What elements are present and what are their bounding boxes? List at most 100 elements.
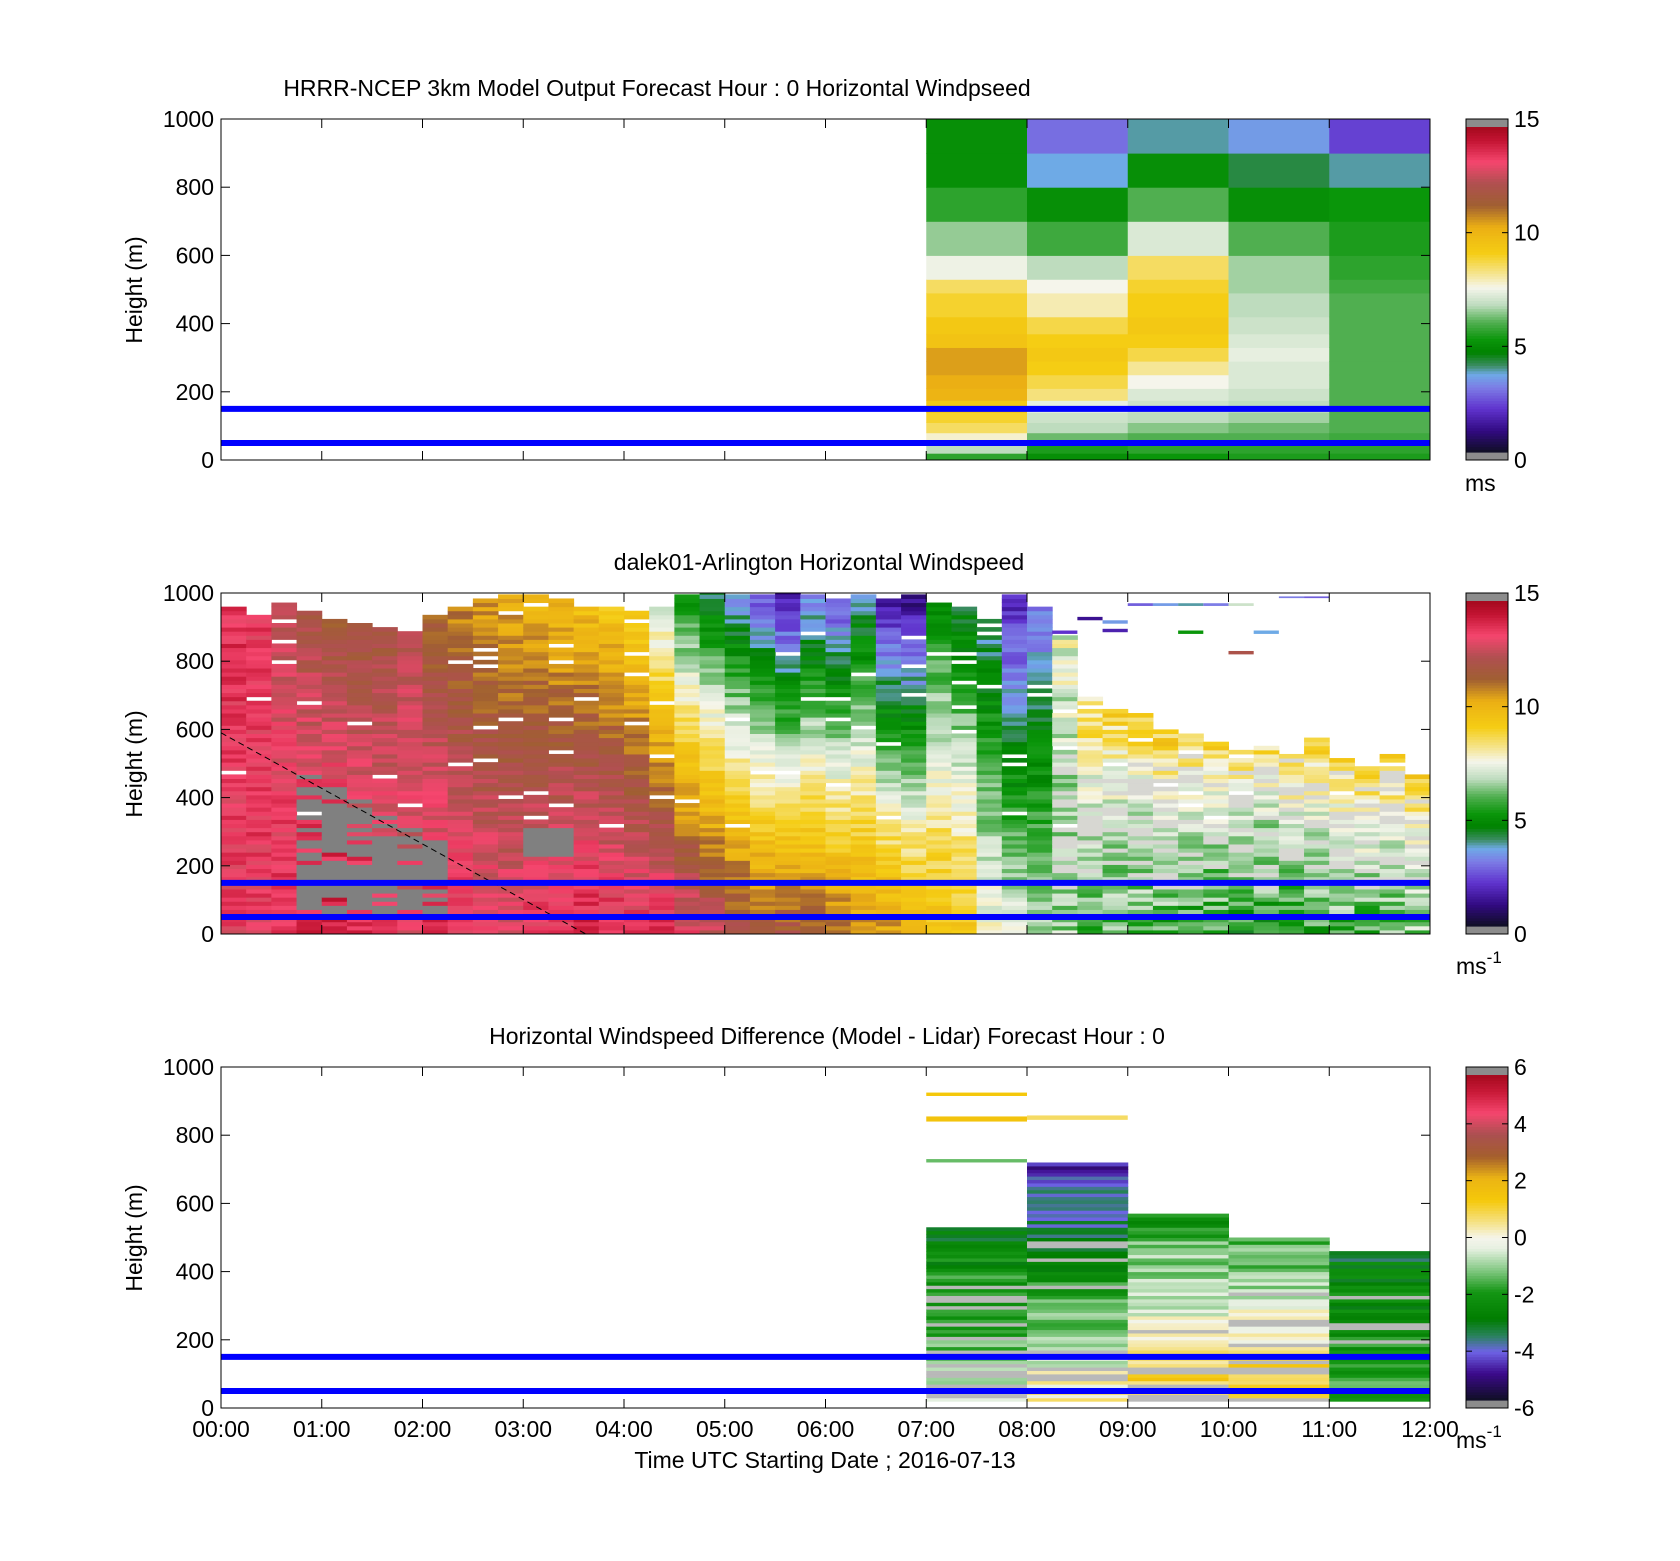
colorbar-swatch [1466, 1104, 1508, 1109]
heatmap-cell [1329, 839, 1355, 845]
heatmap-cell [548, 897, 575, 902]
heatmap-cell [573, 753, 600, 759]
heatmap-cell [674, 925, 701, 931]
colorbar-swatch [1466, 833, 1508, 838]
colorbar-swatch [1466, 1121, 1508, 1125]
heatmap-cell [573, 909, 600, 915]
heatmap-cell [296, 860, 323, 865]
heatmap-cell [1278, 794, 1305, 800]
heatmap-cell [1178, 893, 1204, 898]
heatmap-cell [397, 708, 423, 714]
heatmap-cell [674, 623, 701, 628]
heatmap-cell [498, 782, 524, 788]
heatmap-cell [246, 704, 272, 710]
heatmap-cell [1027, 1281, 1129, 1286]
colorbar-swatch [1466, 722, 1508, 727]
heatmap-cell [901, 676, 927, 681]
heatmap-cell [951, 786, 978, 792]
heatmap-cell [397, 823, 423, 829]
heatmap-cell [221, 893, 247, 898]
heatmap-cell [321, 864, 348, 870]
heatmap-cell [1379, 774, 1406, 780]
heatmap-cell [875, 627, 902, 632]
heatmap-cell [649, 721, 675, 726]
heatmap-cell [699, 639, 726, 644]
heatmap-cell [598, 700, 625, 706]
heatmap-cell [1329, 361, 1430, 376]
heatmap-cell [850, 610, 877, 616]
heatmap-cell [825, 823, 852, 829]
heatmap-cell [246, 925, 272, 931]
heatmap-cell [598, 741, 625, 747]
heatmap-cell [422, 864, 449, 870]
heatmap-cell [472, 766, 499, 771]
heatmap-cell [624, 684, 650, 689]
heatmap-cell [346, 872, 373, 878]
heatmap-cell [649, 659, 675, 665]
heatmap-cell [548, 778, 575, 784]
heatmap-cell [800, 803, 826, 808]
heatmap-cell [674, 684, 701, 689]
heatmap-cell [1329, 432, 1430, 444]
heatmap-cell [875, 610, 902, 616]
heatmap-cell [926, 888, 952, 894]
colorbar-swatch [1466, 844, 1508, 849]
heatmap-cell [1253, 884, 1280, 890]
heatmap-cell [1304, 782, 1330, 788]
colorbar-swatch [1466, 1229, 1508, 1233]
heatmap-cell [1052, 684, 1078, 689]
heatmap-cell [422, 897, 449, 902]
heatmap-cell [1178, 872, 1204, 878]
heatmap-cell [372, 733, 398, 739]
heatmap-cell [523, 782, 549, 788]
heatmap-cell [372, 925, 398, 931]
heatmap-cell [1102, 774, 1129, 780]
heatmap-cell [447, 758, 474, 763]
colorbar-swatch [1466, 419, 1508, 423]
heatmap-cell [296, 655, 323, 661]
heatmap-cell [951, 741, 978, 747]
heatmap-cell [346, 856, 373, 861]
heatmap-cell [699, 803, 726, 808]
heatmap-cell [926, 614, 952, 620]
heatmap-cell [598, 909, 625, 915]
colorbar-swatch [1466, 1140, 1508, 1144]
heatmap-cell [775, 704, 801, 710]
heatmap-cell [724, 713, 751, 718]
heatmap-cell [1329, 864, 1355, 870]
heatmap-cell [1127, 1397, 1229, 1402]
heatmap-cell [372, 753, 398, 759]
heatmap-cell [926, 1257, 1028, 1262]
heatmap-cell [649, 868, 675, 874]
heatmap-cell [926, 659, 952, 665]
heatmap-cell [1027, 187, 1129, 222]
heatmap-cell [1027, 1189, 1129, 1194]
heatmap-cell [1077, 741, 1104, 747]
heatmap-cell [825, 831, 852, 837]
colorbar-swatch [1466, 798, 1508, 803]
heatmap-cell [976, 790, 1003, 796]
heatmap-cell [472, 921, 499, 927]
heatmap-cell [246, 680, 272, 685]
colorbar-swatch [1466, 866, 1508, 870]
heatmap-cell [976, 909, 1003, 915]
heatmap-cell [1077, 811, 1104, 816]
heatmap-cell [246, 672, 272, 677]
heatmap-cell [901, 778, 927, 784]
heatmap-cell [825, 741, 852, 747]
heatmap-cell [1052, 815, 1078, 820]
heatmap-cell [447, 803, 474, 808]
heatmap-cell [875, 725, 902, 730]
heatmap-cell [1278, 807, 1305, 812]
heatmap-cell [397, 909, 423, 915]
heatmap-cell [548, 639, 575, 644]
heatmap-cell [926, 790, 952, 796]
heatmap-cell [800, 610, 826, 616]
heatmap-cell [624, 929, 650, 934]
heatmap-cell [1329, 929, 1355, 934]
heatmap-cell [850, 884, 877, 890]
heatmap-cell [422, 762, 449, 767]
heatmap-cell [221, 741, 247, 747]
heatmap-cell [1027, 453, 1129, 460]
heatmap-cell [976, 627, 1003, 632]
